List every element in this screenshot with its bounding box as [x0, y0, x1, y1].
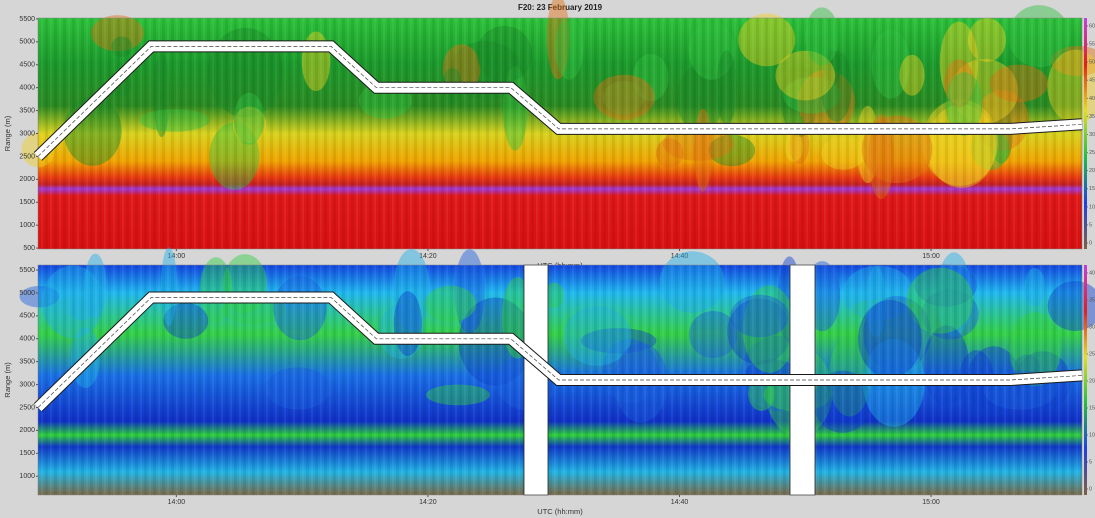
data-gap	[524, 265, 548, 495]
y-tick-label: 3000	[19, 381, 35, 388]
x-axis-label: UTC (hh:mm)	[537, 507, 583, 516]
colorbar-tick-label: 35	[1089, 297, 1095, 303]
y-tick-label: 5000	[19, 290, 35, 297]
x-tick-label: 15:00	[922, 499, 940, 506]
panel-top: 5001000150020002500300035004000450050005…	[3, 0, 1095, 270]
y-axis-label: Range (m)	[3, 362, 12, 398]
y-tick-label: 4500	[19, 313, 35, 320]
y-tick-label: 2500	[19, 404, 35, 411]
y-tick-label: 1000	[19, 473, 35, 480]
colorbar-tick-label: 20	[1089, 168, 1095, 174]
y-tick-label: 1500	[19, 450, 35, 457]
y-tick-label: 2500	[19, 153, 35, 160]
y-tick-label: 4000	[19, 336, 35, 343]
y-tick-label: 500	[23, 245, 35, 252]
y-tick-label: 2000	[19, 176, 35, 183]
colorbar-tick-label: 15	[1089, 405, 1095, 411]
colorbar-tick-label: 25	[1089, 150, 1095, 156]
colorbar	[1084, 265, 1087, 495]
y-tick-label: 4500	[19, 62, 35, 69]
colorbar-tick-label: 15	[1089, 186, 1095, 192]
colorbar-tick-label: 30	[1089, 132, 1095, 138]
x-tick-label: 14:20	[419, 499, 437, 506]
colorbar	[1084, 18, 1087, 249]
colorbar-tick-label: 45	[1089, 78, 1095, 84]
y-axis-label: Range (m)	[3, 115, 12, 151]
colorbar-tick-label: 40	[1089, 96, 1095, 102]
colorbar-tick-label: 40	[1089, 270, 1095, 276]
x-tick-label: 14:40	[671, 499, 689, 506]
y-tick-label: 5500	[19, 267, 35, 274]
x-tick-label: 14:00	[168, 499, 186, 506]
colorbar-tick-label: 10	[1089, 204, 1095, 210]
colorbar-tick-label: 35	[1089, 114, 1095, 120]
y-tick-label: 4000	[19, 85, 35, 92]
colorbar-tick-label: 10	[1089, 432, 1095, 438]
colorbar-tick-label: 5	[1089, 222, 1092, 228]
chart: F20: 23 February 2019 500100015002000250…	[0, 0, 1095, 518]
colorbar-tick-label: 30	[1089, 324, 1095, 330]
colorbar-tick-label: 50	[1089, 60, 1095, 66]
y-tick-label: 5500	[19, 16, 35, 23]
y-tick-label: 3000	[19, 130, 35, 137]
y-tick-label: 1000	[19, 222, 35, 229]
colorbar-tick-label: 0	[1089, 240, 1092, 246]
colorbar-tick-label: 60	[1089, 23, 1095, 29]
panel-bottom: 1000150020002500300035004000450050005500…	[3, 247, 1095, 516]
y-tick-label: 3500	[19, 107, 35, 114]
x-tick-label: 15:00	[922, 253, 940, 260]
y-tick-label: 3500	[19, 359, 35, 366]
colorbar-tick-label: 25	[1089, 351, 1095, 357]
colorbar-tick-label: 55	[1089, 42, 1095, 48]
colorbar-tick-label: 0	[1089, 486, 1092, 492]
y-tick-label: 2000	[19, 427, 35, 434]
colorbar-tick-label: 20	[1089, 378, 1095, 384]
y-tick-label: 5000	[19, 39, 35, 46]
colorbar-tick-label: 5	[1089, 459, 1092, 465]
y-tick-label: 1500	[19, 199, 35, 206]
